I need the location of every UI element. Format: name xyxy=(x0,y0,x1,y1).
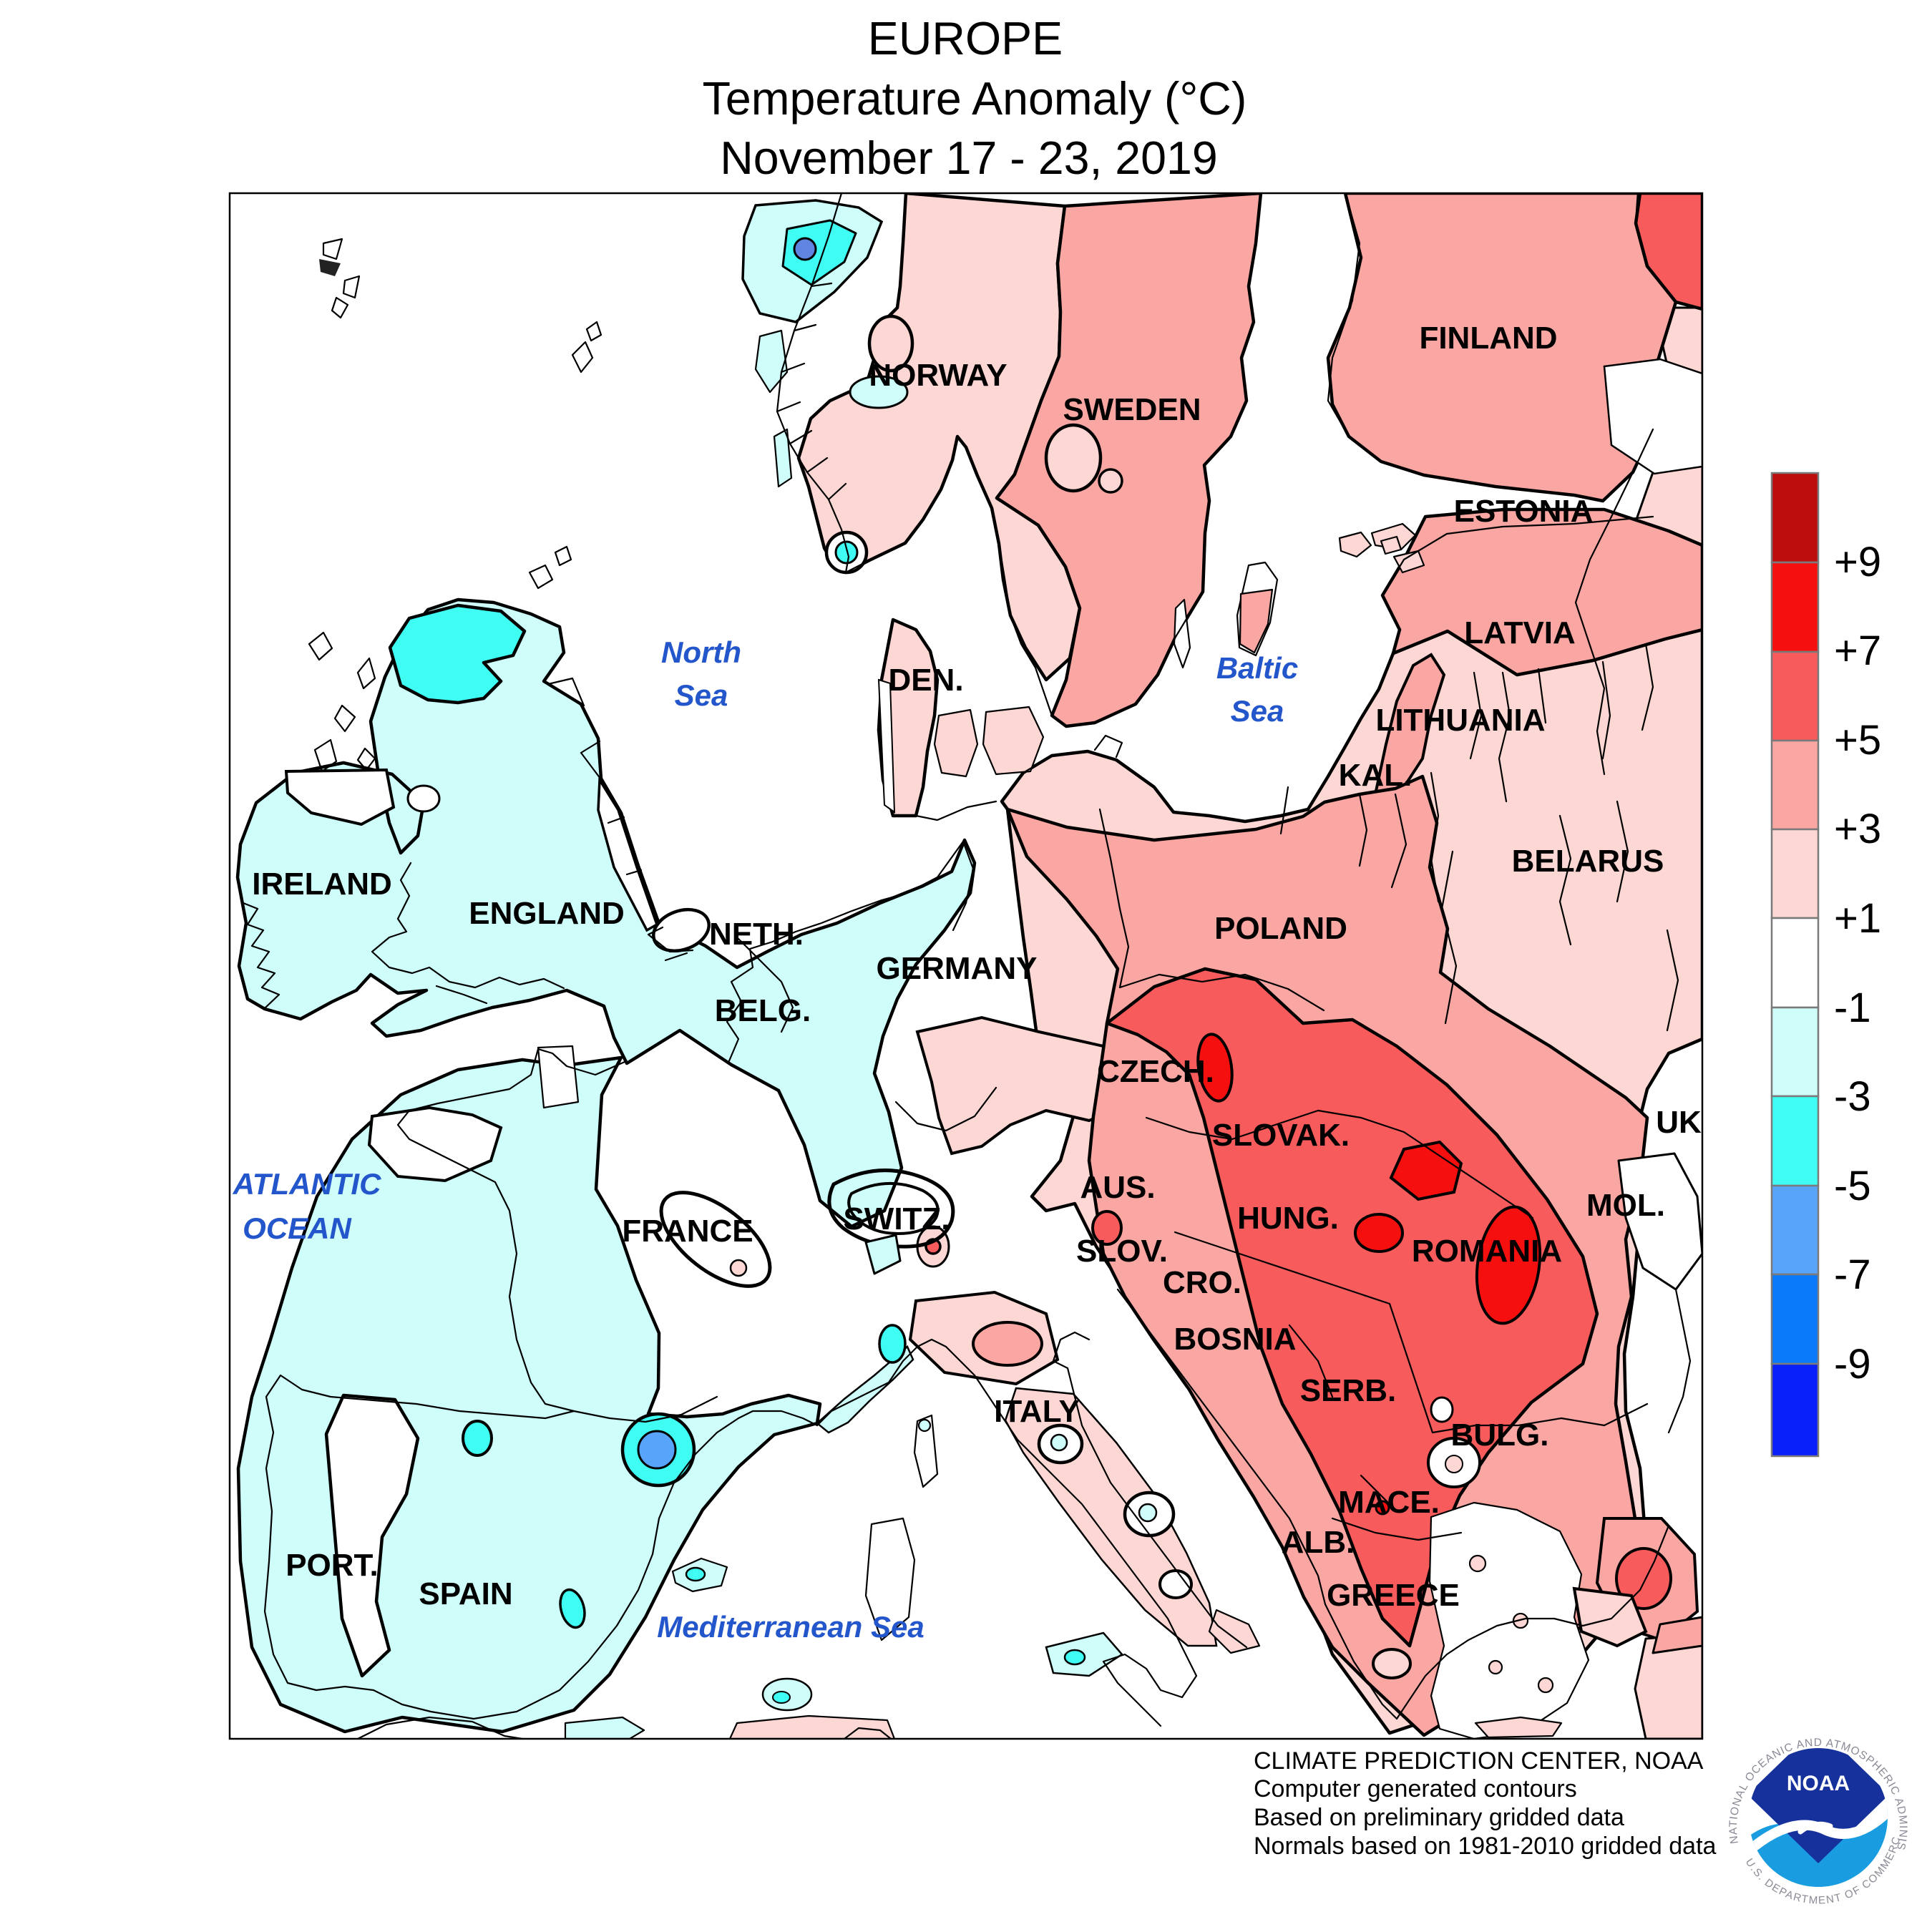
svg-text:-1: -1 xyxy=(1834,985,1871,1031)
svg-text:November 17 - 23, 2019: November 17 - 23, 2019 xyxy=(720,132,1218,184)
svg-text:BOSNIA: BOSNIA xyxy=(1174,1322,1296,1357)
svg-text:SWEDEN: SWEDEN xyxy=(1063,392,1201,427)
svg-text:MOL.: MOL. xyxy=(1586,1188,1665,1223)
svg-text:POLAND: POLAND xyxy=(1214,911,1347,946)
svg-text:Sea: Sea xyxy=(675,678,728,712)
svg-text:LATVIA: LATVIA xyxy=(1464,615,1576,650)
svg-text:Normals based on 1981-2010 gri: Normals based on 1981-2010 gridded data xyxy=(1254,1833,1717,1860)
svg-text:ESTONIA: ESTONIA xyxy=(1454,494,1594,529)
svg-text:SWITZ.: SWITZ. xyxy=(843,1201,950,1236)
svg-text:BELARUS: BELARUS xyxy=(1512,844,1664,879)
svg-text:GERMANY: GERMANY xyxy=(877,951,1038,986)
svg-text:BELG.: BELG. xyxy=(715,993,811,1028)
svg-text:SLOVAK.: SLOVAK. xyxy=(1212,1118,1350,1153)
svg-text:NOAA: NOAA xyxy=(1787,1772,1850,1795)
svg-text:-3: -3 xyxy=(1834,1073,1871,1120)
svg-text:Based on preliminary gridded d: Based on preliminary gridded data xyxy=(1254,1804,1624,1831)
svg-text:OCEAN: OCEAN xyxy=(243,1211,352,1245)
svg-text:CLIMATE PREDICTION CENTER, NOA: CLIMATE PREDICTION CENTER, NOAA xyxy=(1254,1747,1704,1775)
svg-text:UKR.: UKR. xyxy=(1656,1105,1733,1140)
svg-text:ENGLAND: ENGLAND xyxy=(469,896,625,931)
svg-text:BULG.: BULG. xyxy=(1451,1418,1549,1453)
svg-text:NORWAY: NORWAY xyxy=(869,358,1007,393)
svg-text:NETH.: NETH. xyxy=(709,917,804,952)
svg-text:FINLAND: FINLAND xyxy=(1419,321,1557,356)
svg-text:CZECH.: CZECH. xyxy=(1097,1054,1214,1089)
svg-text:+5: +5 xyxy=(1834,717,1881,763)
svg-text:HUNG.: HUNG. xyxy=(1237,1201,1339,1236)
svg-text:ATLANTIC: ATLANTIC xyxy=(233,1167,382,1201)
svg-text:Baltic: Baltic xyxy=(1216,651,1298,685)
svg-text:ITALY: ITALY xyxy=(994,1394,1080,1429)
svg-text:CRO.: CRO. xyxy=(1163,1265,1241,1300)
svg-text:Computer generated contours: Computer generated contours xyxy=(1254,1775,1577,1802)
svg-text:+9: +9 xyxy=(1834,539,1881,585)
svg-text:MACE.: MACE. xyxy=(1338,1485,1440,1520)
svg-text:SERB.: SERB. xyxy=(1300,1373,1396,1408)
svg-text:Sea: Sea xyxy=(1231,694,1284,728)
svg-text:SPAIN: SPAIN xyxy=(419,1576,512,1611)
svg-text:+1: +1 xyxy=(1834,895,1881,942)
svg-text:Temperature Anomaly (°C): Temperature Anomaly (°C) xyxy=(703,73,1247,125)
svg-text:EUROPE: EUROPE xyxy=(868,13,1063,64)
svg-text:SLOV.: SLOV. xyxy=(1076,1234,1168,1269)
svg-text:ALB.: ALB. xyxy=(1282,1525,1355,1560)
svg-text:IRELAND: IRELAND xyxy=(252,867,392,902)
svg-text:+7: +7 xyxy=(1834,628,1881,674)
svg-text:-7: -7 xyxy=(1834,1252,1871,1298)
svg-text:-9: -9 xyxy=(1834,1341,1871,1387)
svg-text:PORT.: PORT. xyxy=(286,1548,379,1583)
svg-text:-5: -5 xyxy=(1834,1163,1871,1209)
svg-text:FRANCE: FRANCE xyxy=(622,1214,753,1249)
svg-text:North: North xyxy=(661,635,741,669)
svg-text:+3: +3 xyxy=(1834,806,1881,852)
svg-text:Mediterranean Sea: Mediterranean Sea xyxy=(657,1610,924,1644)
svg-text:KAL.: KAL. xyxy=(1339,758,1413,793)
svg-text:GREECE: GREECE xyxy=(1327,1578,1460,1613)
svg-text:DEN.: DEN. xyxy=(888,663,963,698)
svg-text:LITHUANIA: LITHUANIA xyxy=(1375,703,1545,738)
svg-text:AUS.: AUS. xyxy=(1080,1170,1155,1205)
svg-text:ROMANIA: ROMANIA xyxy=(1412,1234,1562,1269)
